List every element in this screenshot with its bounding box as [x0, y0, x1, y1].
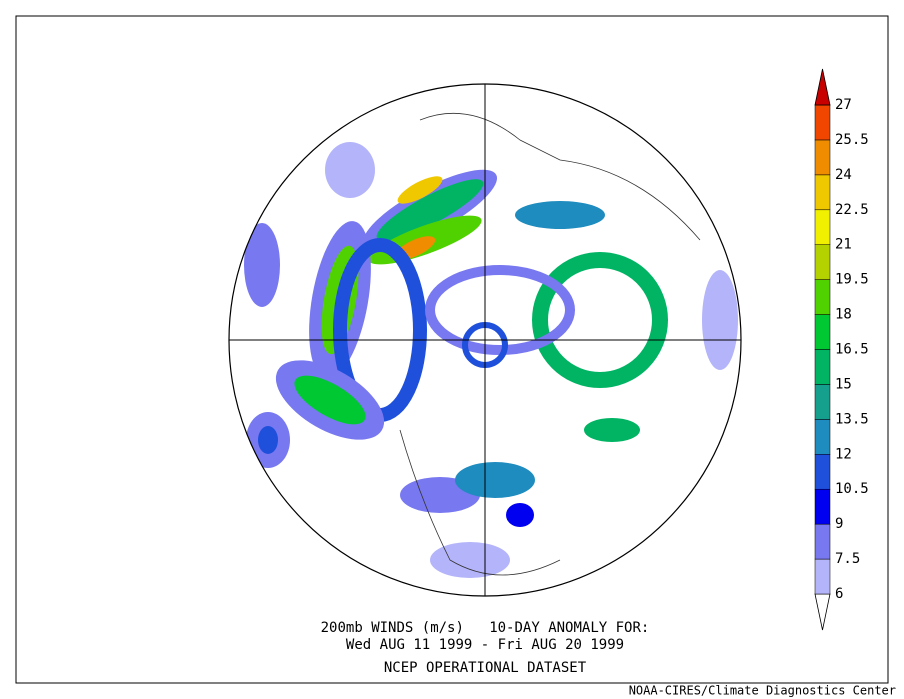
colorbar-label: 7.5 — [835, 551, 860, 567]
frame — [15, 15, 889, 684]
colorbar-box — [814, 454, 831, 490]
colorbar-box — [814, 384, 831, 420]
colorbar-box — [814, 314, 831, 350]
colorbar-box — [814, 488, 831, 525]
colorbar-label: 19.5 — [835, 272, 869, 288]
colorbar-box — [814, 244, 831, 280]
colorbar-label: 13.5 — [835, 411, 869, 427]
colorbar-end — [814, 68, 831, 106]
colorbar: 6 7.5 9 10.5 12 13.5 15 16.5 18 19.5 21 22.5 24 25.5 2… — [814, 68, 869, 631]
colorbar-label: 18 — [835, 307, 852, 323]
colorbar-box — [814, 209, 831, 245]
colorbar-box — [814, 104, 831, 141]
colorbar-label: 6 — [835, 586, 843, 602]
colorbar-box — [814, 419, 831, 455]
colorbar-end — [814, 593, 831, 631]
colorbar-label: 21 — [835, 237, 852, 253]
dataset-label: NCEP OPERATIONAL DATASET — [384, 660, 587, 676]
colorbar-box — [814, 279, 831, 315]
colorbar-box — [814, 558, 831, 595]
colorbar-label: 22.5 — [835, 202, 869, 218]
title-line: Wed AUG 11 1999 - Fri AUG 20 1999 — [346, 637, 624, 653]
colorbar-box — [814, 523, 831, 560]
colorbar-label: 27 — [835, 97, 852, 113]
colorbar-box — [814, 174, 831, 211]
colorbar-box — [814, 139, 831, 176]
credit: NOAA-CIRES/Climate Diagnostics Center — [629, 684, 896, 698]
colorbar-label: 25.5 — [835, 132, 869, 148]
colorbar-label: 15 — [835, 376, 852, 392]
colorbar-label: 16.5 — [835, 342, 869, 358]
colorbar-label: 12 — [835, 446, 852, 462]
colorbar-label: 24 — [835, 167, 852, 183]
colorbar-box — [814, 349, 831, 385]
colorbar-label: 9 — [835, 516, 843, 532]
title-line: 200mb WINDS (m/s) 10-DAY ANOMALY FOR: — [321, 620, 650, 636]
colorbar-label: 10.5 — [835, 481, 869, 497]
